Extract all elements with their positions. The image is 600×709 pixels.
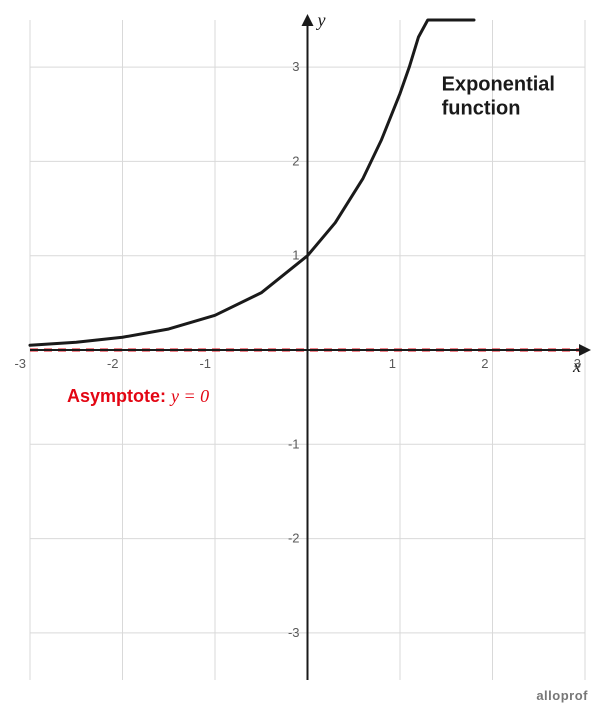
curve-label-line1: Exponential — [442, 74, 555, 96]
curve-label-line2: function — [442, 98, 521, 120]
x-tick-label: 1 — [389, 356, 396, 371]
x-tick-label: 3 — [574, 356, 581, 371]
watermark: alloprof — [536, 688, 588, 703]
x-tick-label: -1 — [199, 356, 211, 371]
y-tick-label: 2 — [292, 153, 299, 168]
y-axis-label: y — [316, 10, 326, 30]
y-tick-label: -1 — [288, 436, 300, 451]
y-tick-label: 1 — [292, 248, 299, 263]
x-tick-label: 2 — [481, 356, 488, 371]
y-tick-label: -2 — [288, 531, 300, 546]
asymptote-label: Asymptote: y = 0 — [67, 386, 209, 406]
y-tick-label: -3 — [288, 625, 300, 640]
y-tick-label: 3 — [292, 59, 299, 74]
x-tick-label: -2 — [107, 356, 119, 371]
exponential-chart: xy-3-2-1123-3-2-1123ExponentialfunctionA… — [0, 0, 600, 709]
x-tick-label: -3 — [14, 356, 26, 371]
chart-svg: xy-3-2-1123-3-2-1123ExponentialfunctionA… — [0, 0, 600, 709]
